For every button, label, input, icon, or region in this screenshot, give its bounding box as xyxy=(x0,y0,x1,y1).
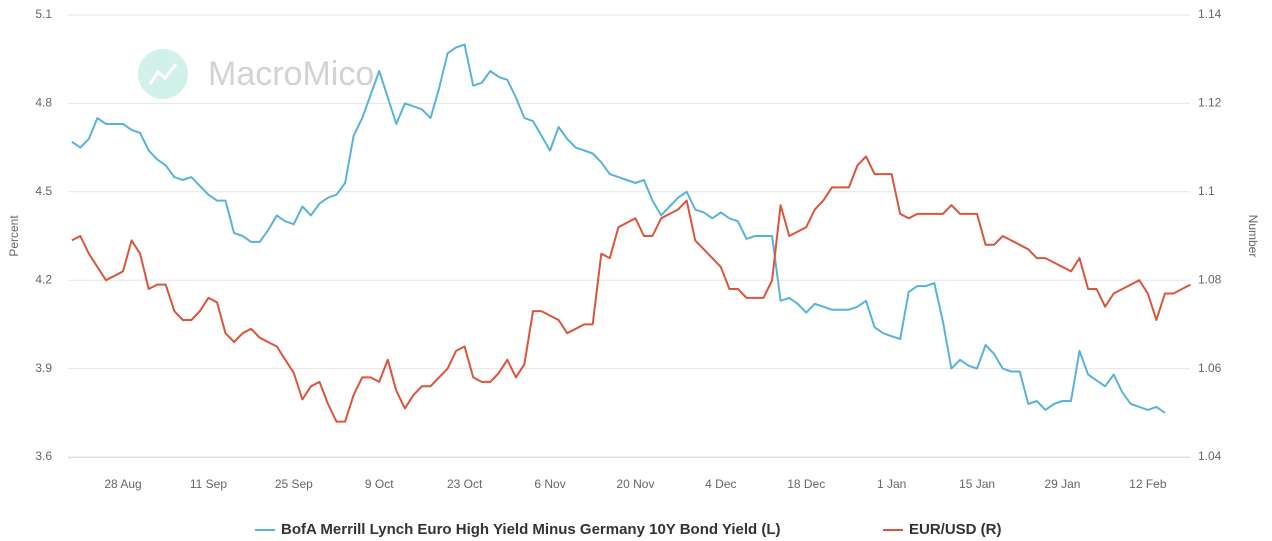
y-tick-label: 3.6 xyxy=(35,449,52,463)
y-tick-label: 5.1 xyxy=(35,7,52,21)
x-tick-label: 18 Dec xyxy=(787,477,825,491)
x-tick-label: 11 Sep xyxy=(190,477,227,491)
x-tick-label: 6 Nov xyxy=(534,477,565,491)
x-tick-label: 23 Oct xyxy=(447,477,483,491)
series-line xyxy=(71,43,1166,414)
legend-label: EUR/USD (R) xyxy=(909,521,1002,538)
x-tick-label: 12 Feb xyxy=(1129,477,1167,491)
y2-axis-title: Number xyxy=(1246,215,1260,258)
y-tick-label: 3.9 xyxy=(35,361,52,375)
y2-tick-label: 1.06 xyxy=(1198,361,1222,375)
x-tick-label: 1 Jan xyxy=(877,477,906,491)
x-tick-label: 4 Dec xyxy=(705,477,736,491)
x-tick-label: 20 Nov xyxy=(616,477,654,491)
y2-tick-label: 1.08 xyxy=(1198,272,1222,286)
x-tick-label: 28 Aug xyxy=(104,477,141,491)
y-tick-label: 4.8 xyxy=(35,96,52,110)
x-tick-label: 29 Jan xyxy=(1044,477,1080,491)
y-tick-label: 4.2 xyxy=(35,272,52,286)
y2-tick-label: 1.1 xyxy=(1198,184,1215,198)
y-axis-title: Percent xyxy=(7,215,21,257)
watermark-logo xyxy=(138,49,188,99)
y2-tick-label: 1.14 xyxy=(1198,7,1222,21)
x-tick-label: 25 Sep xyxy=(275,477,313,491)
legend-label: BofA Merrill Lynch Euro High Yield Minus… xyxy=(281,521,781,538)
series-line xyxy=(71,155,1191,423)
y2-tick-label: 1.12 xyxy=(1198,96,1222,110)
x-tick-label: 15 Jan xyxy=(959,477,995,491)
x-tick-label: 9 Oct xyxy=(365,477,394,491)
y-tick-label: 4.5 xyxy=(35,184,52,198)
y2-tick-label: 1.04 xyxy=(1198,449,1222,463)
watermark: MacroMico xyxy=(208,55,374,93)
